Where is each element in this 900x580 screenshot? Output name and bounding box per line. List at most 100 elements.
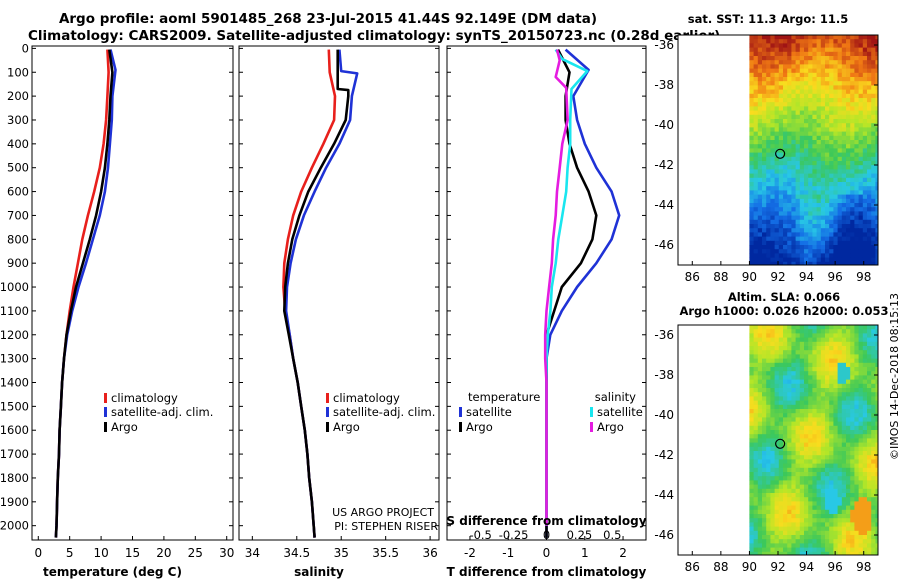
heatmap-cell — [837, 219, 843, 225]
heatmap-cell — [787, 253, 792, 258]
heatmap-cell — [875, 140, 879, 145]
heatmap-cell — [749, 451, 754, 456]
heatmap-cell — [766, 451, 771, 456]
heatmap-cell — [871, 467, 876, 473]
heatmap-cell — [787, 371, 792, 376]
heatmap-cell — [783, 261, 788, 266]
heatmap-cell — [841, 228, 847, 233]
heatmap-cell — [854, 236, 859, 242]
heatmap-cell — [875, 102, 879, 107]
heatmap-cell — [858, 93, 864, 99]
heatmap-cell — [787, 203, 792, 208]
heatmap-cell — [816, 375, 822, 380]
heatmap-cell — [791, 245, 796, 250]
heatmap-cell — [766, 211, 771, 216]
heatmap-cell — [846, 156, 851, 162]
heatmap-cell — [762, 215, 767, 221]
heatmap-cell — [778, 232, 784, 237]
heatmap-cell — [783, 47, 788, 53]
heatmap-cell — [867, 245, 872, 250]
heatmap-cell — [757, 455, 763, 460]
heatmap-cell — [787, 127, 792, 132]
heatmap-cell — [787, 438, 792, 443]
heatmap-cell — [820, 56, 826, 61]
heatmap-cell — [778, 488, 784, 494]
heatmap-cell — [808, 198, 813, 204]
heatmap-cell — [766, 77, 771, 82]
heatmap-cell — [808, 463, 813, 469]
heatmap-cell — [791, 114, 796, 120]
heatmap-cell — [783, 211, 788, 216]
heatmap-cell — [757, 354, 763, 359]
heatmap-cell — [833, 261, 838, 266]
heatmap-cell — [799, 257, 805, 263]
heatmap-cell — [753, 472, 759, 477]
heatmap-cell — [787, 526, 792, 532]
heatmap-cell — [816, 43, 822, 48]
heatmap-cell — [850, 388, 855, 393]
heatmap-cell — [825, 434, 830, 439]
heatmap-cell — [820, 68, 826, 74]
heatmap-cell — [770, 106, 775, 111]
heatmap-cell — [854, 156, 859, 162]
heatmap-cell — [778, 400, 784, 406]
heatmap-cell — [799, 522, 805, 527]
heatmap-cell — [804, 161, 809, 166]
heatmap-cell — [829, 249, 834, 254]
heatmap-cell — [812, 451, 817, 456]
heatmap-cell — [812, 135, 817, 141]
heatmap-cell — [846, 430, 851, 435]
heatmap-cell — [871, 51, 876, 57]
heatmap-cell — [799, 459, 805, 464]
heatmap-cell — [808, 169, 813, 174]
heatmap-cell — [774, 152, 780, 158]
heatmap-cell — [829, 198, 834, 204]
heatmap-cell — [825, 530, 830, 536]
heatmap-cell — [778, 127, 784, 132]
heatmap-cell — [850, 333, 855, 338]
heatmap-cell — [837, 144, 843, 149]
heatmap-cell — [808, 518, 813, 523]
heatmap-cell — [795, 35, 801, 40]
heatmap-cell — [867, 68, 872, 74]
heatmap-cell — [804, 484, 809, 490]
heatmap-cell — [875, 480, 879, 485]
heatmap-cell — [841, 530, 847, 536]
heatmap-cell — [825, 228, 830, 233]
heatmap-cell — [875, 543, 879, 548]
heatmap-cell — [766, 530, 771, 536]
heatmap-cell — [846, 493, 851, 498]
heatmap-cell — [837, 123, 843, 128]
heatmap-cell — [871, 325, 876, 330]
heatmap-cell — [787, 455, 792, 460]
heatmap-cell — [854, 358, 859, 364]
heatmap-cell — [795, 547, 801, 553]
heatmap-cell — [875, 362, 879, 368]
heatmap-cell — [791, 367, 796, 372]
heatmap-cell — [749, 236, 754, 242]
heatmap-cell — [757, 522, 763, 527]
heatmap-cell — [791, 434, 796, 439]
map-y-tick-label: -36 — [654, 38, 674, 52]
heatmap-cell — [757, 358, 763, 364]
heatmap-cell — [804, 400, 809, 406]
heatmap-cell — [820, 518, 826, 523]
heatmap-cell — [825, 219, 830, 225]
heatmap-cell — [846, 367, 851, 372]
heatmap-cell — [867, 362, 872, 368]
heatmap-cell — [795, 551, 801, 556]
heatmap-cell — [778, 514, 784, 519]
heatmap-cell — [854, 35, 859, 40]
heatmap-cell — [854, 354, 859, 359]
heatmap-cell — [808, 186, 813, 191]
heatmap-cell — [757, 224, 763, 229]
heatmap-cell — [812, 194, 817, 200]
heatmap-cell — [774, 535, 780, 540]
heatmap-cell — [850, 245, 855, 250]
heatmap-cell — [858, 337, 864, 343]
heatmap-cell — [816, 68, 822, 74]
heatmap-cell — [757, 93, 763, 99]
heatmap-cell — [820, 488, 826, 494]
heatmap-cell — [871, 85, 876, 90]
heatmap-cell — [833, 472, 838, 477]
